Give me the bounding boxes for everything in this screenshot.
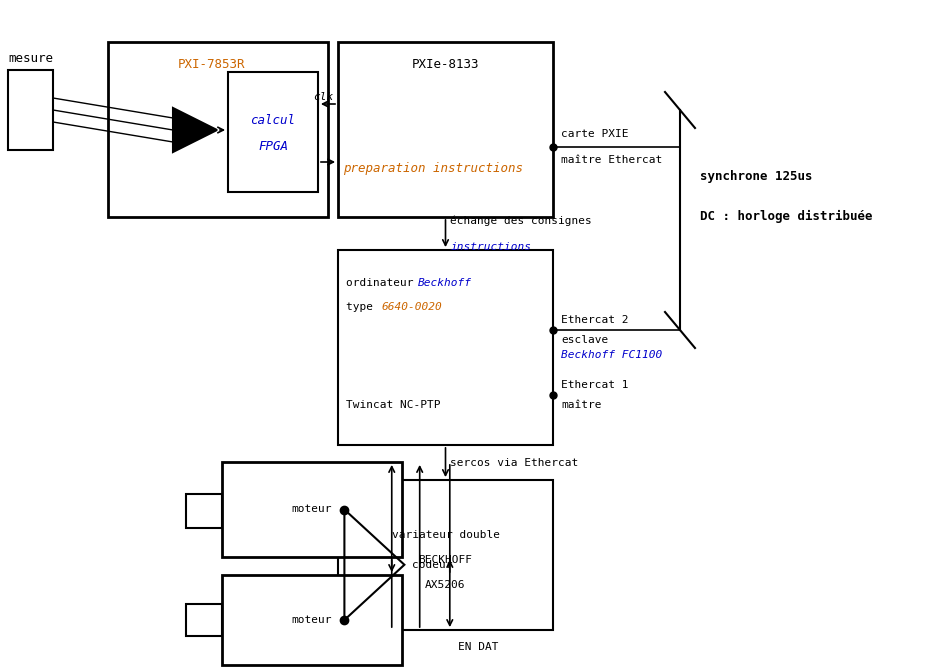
Bar — [222, 575, 402, 665]
Text: calcul: calcul — [250, 113, 295, 127]
Text: type: type — [346, 302, 379, 312]
Text: 6640-0020: 6640-0020 — [381, 302, 442, 312]
Text: synchrone 125us: synchrone 125us — [700, 170, 813, 183]
Bar — [338, 480, 553, 630]
Bar — [228, 72, 318, 192]
Text: carte PXIE: carte PXIE — [561, 129, 629, 139]
Text: Ethercat 1: Ethercat 1 — [561, 380, 629, 390]
Text: sercos via Ethercat: sercos via Ethercat — [450, 458, 579, 468]
Text: clk: clk — [312, 92, 333, 102]
Text: variateur double: variateur double — [392, 530, 499, 540]
Text: FPGA: FPGA — [258, 141, 288, 153]
Text: EN DAT: EN DAT — [458, 642, 498, 652]
Bar — [186, 494, 222, 528]
Text: AX5206: AX5206 — [425, 580, 465, 590]
Bar — [338, 250, 553, 445]
Bar — [8, 70, 53, 150]
Text: moteur: moteur — [292, 505, 332, 515]
Text: codeur: codeur — [413, 559, 453, 569]
Bar — [108, 42, 328, 217]
Text: Beckhoff FC1100: Beckhoff FC1100 — [561, 350, 663, 360]
Text: maître Ethercat: maître Ethercat — [561, 155, 663, 165]
Text: PXIe-8133: PXIe-8133 — [412, 58, 480, 71]
Text: échange des consignes: échange des consignes — [450, 215, 592, 226]
Text: instructions: instructions — [450, 241, 531, 251]
Text: DC : horloge distribuée: DC : horloge distribuée — [700, 210, 872, 223]
Text: mesure: mesure — [8, 52, 53, 65]
Text: Twincat NC-PTP: Twincat NC-PTP — [346, 400, 441, 410]
Bar — [338, 42, 553, 217]
Text: BECKHOFF: BECKHOFF — [418, 555, 473, 565]
Polygon shape — [173, 108, 217, 152]
Text: Ethercat 2: Ethercat 2 — [561, 315, 629, 325]
Text: moteur: moteur — [292, 615, 332, 625]
Text: preparation instructions: preparation instructions — [343, 162, 523, 175]
Text: PXI-7853R: PXI-7853R — [178, 58, 245, 71]
Text: esclave: esclave — [561, 335, 608, 345]
Text: ordinateur: ordinateur — [346, 278, 420, 288]
Text: maître: maître — [561, 400, 601, 410]
Bar — [222, 462, 402, 557]
Text: Beckhoff: Beckhoff — [418, 278, 472, 288]
Bar — [186, 604, 222, 636]
